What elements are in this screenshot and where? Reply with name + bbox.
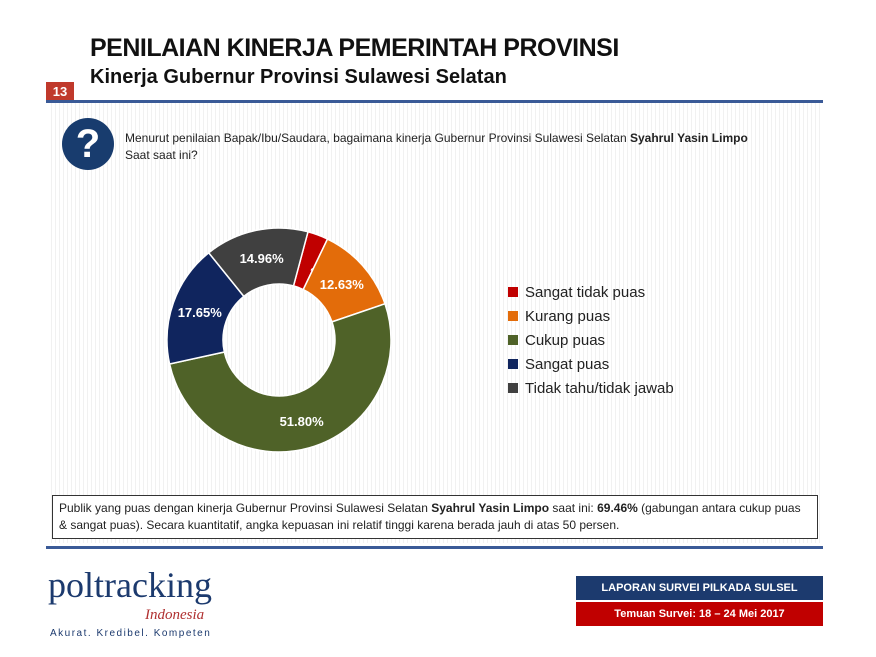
legend-label: Kurang puas bbox=[525, 307, 611, 325]
q-text2: Saat saat ini? bbox=[125, 148, 198, 162]
donut-slice-4 bbox=[207, 227, 309, 298]
legend-item: Sangat puas bbox=[508, 352, 674, 376]
legend: Sangat tidak puas Kurang puas Cukup puas Sa… bbox=[508, 280, 674, 400]
legend-label: Sangat tidak puas bbox=[525, 283, 646, 301]
n1: Publik yang puas dengan kinerja Gubernur… bbox=[59, 501, 432, 515]
page-title: PENILAIAN KINERJA PEMERINTAH PROVINSI bbox=[90, 34, 619, 62]
donut-slice-3 bbox=[166, 251, 245, 365]
question-mark-icon: ? bbox=[62, 118, 114, 170]
n4: 69.46% bbox=[597, 501, 638, 515]
legend-item: Sangat tidak puas bbox=[508, 280, 674, 304]
q-text: Menurut penilaian Bapak/Ibu/Saudara, bag… bbox=[125, 131, 630, 145]
data-label: 14.96% bbox=[240, 251, 285, 266]
legend-label: Sangat puas bbox=[525, 355, 610, 373]
tagline: Akurat. Kredibel. Kompeten bbox=[50, 628, 212, 639]
data-label: 17.65% bbox=[178, 305, 223, 320]
divider bbox=[46, 100, 823, 103]
legend-swatch bbox=[508, 383, 518, 393]
page-number: 13 bbox=[46, 82, 74, 102]
legend-swatch bbox=[508, 359, 518, 369]
legend-swatch bbox=[508, 335, 518, 345]
legend-swatch bbox=[508, 311, 518, 321]
survey-dates: Temuan Survei: 18 – 24 Mei 2017 bbox=[576, 602, 823, 626]
legend-item: Kurang puas bbox=[508, 304, 674, 328]
n2: Syahrul Yasin Limpo bbox=[431, 501, 550, 515]
logo: poltracking bbox=[48, 565, 212, 605]
n5: (gabungan antara cukup puas & sangat pua… bbox=[59, 501, 801, 532]
n3: saat ini: bbox=[549, 501, 598, 515]
q-bold: Syahrul Yasin Limpo bbox=[629, 131, 748, 145]
legend-label: Tidak tahu/tidak jawab bbox=[525, 379, 674, 397]
legend-item: Tidak tahu/tidak jawab bbox=[508, 376, 674, 400]
data-label: 51.80% bbox=[280, 414, 325, 429]
report-label: LAPORAN SURVEI PILKADA SULSEL bbox=[576, 576, 823, 600]
data-label: 12.63% bbox=[320, 277, 365, 292]
page-subtitle: Kinerja Gubernur Provinsi Sulawesi Selat… bbox=[90, 66, 507, 88]
legend-item: Cukup puas bbox=[508, 328, 674, 352]
donut-slice-2 bbox=[168, 302, 392, 453]
legend-label: Cukup puas bbox=[525, 331, 606, 349]
question-text: Menurut penilaian Bapak/Ibu/Saudara, bag… bbox=[125, 130, 825, 164]
divider bbox=[46, 546, 823, 549]
legend-swatch bbox=[508, 287, 518, 297]
logo-sub: Indonesia bbox=[145, 607, 205, 623]
summary-note: Publik yang puas dengan kinerja Gubernur… bbox=[52, 495, 818, 539]
